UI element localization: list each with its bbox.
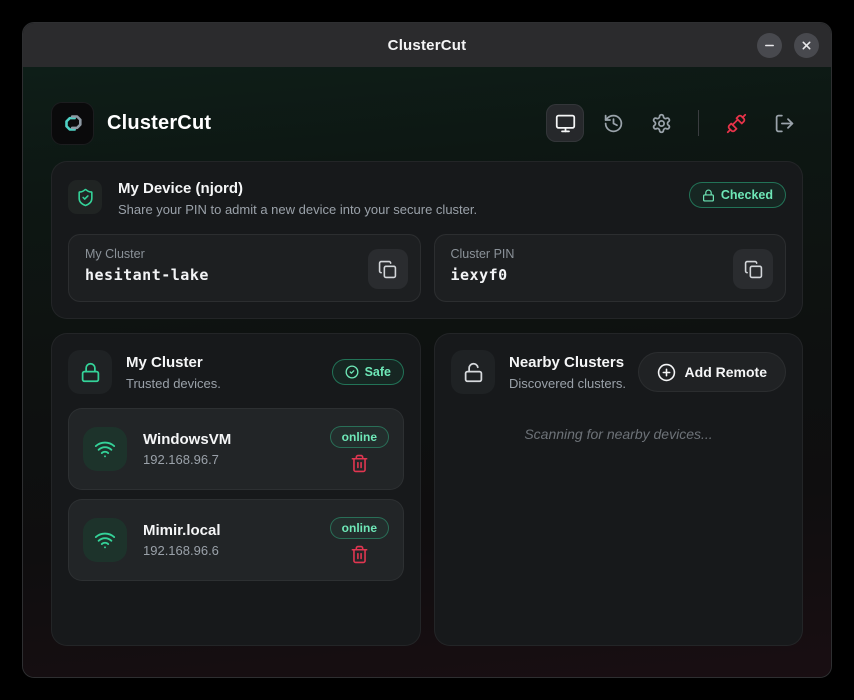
copy-icon [378,260,397,278]
add-remote-button[interactable]: Add Remote [637,352,786,392]
cluster-fields: My Cluster hesitant-lake Cluster PIN iex… [68,234,786,302]
scanning-status-text: Scanning for nearby devices... [524,426,713,442]
nearby-clusters-title: Nearby Clusters [509,353,625,371]
header-actions [546,104,803,142]
cluster-pin-label: Cluster PIN [450,247,515,261]
my-cluster-label: My Cluster [85,247,145,261]
nearby-clusters-header: Nearby Clusters Discovered clusters. Add… [451,350,786,394]
wifi-icon [83,518,127,562]
device-ip: 192.168.96.6 [143,543,219,558]
my-device-title: My Device (njord) [118,180,244,197]
lock-open-icon [451,350,495,394]
copy-cluster-name-button[interactable] [367,249,408,289]
cluster-pin-value: iexyf0 [450,266,508,284]
lock-icon [68,350,112,394]
settings-gear-icon [652,113,670,133]
history-icon [604,114,622,132]
header-divider [698,110,699,136]
delete-device-button[interactable] [350,454,369,473]
content-area: ClusterCut [23,67,831,677]
titlebar: ClusterCut [23,23,831,67]
device-ip: 192.168.96.7 [143,452,219,467]
safe-badge: Safe [331,359,404,385]
history-button[interactable] [594,104,632,142]
my-device-header: My Device (njord) Share your PIN to admi… [68,180,786,217]
circle-plus-icon [657,363,675,381]
my-device-card: My Device (njord) Share your PIN to admi… [51,161,803,319]
copy-pin-button[interactable] [733,249,773,289]
device-row-windowsvm[interactable]: WindowsVM 192.168.96.7 online [68,408,404,490]
trash-icon [351,454,368,472]
wifi-icon [83,427,127,471]
monitor-icon [555,114,575,132]
settings-button[interactable] [642,104,680,142]
disconnect-button[interactable] [717,104,755,142]
delete-device-button[interactable] [350,545,369,564]
app-header: ClusterCut [51,67,803,145]
close-button[interactable] [794,32,819,58]
online-status-badge: online [329,516,389,539]
my-cluster-panel: My Cluster Trusted devices. Safe [51,333,421,646]
my-device-subtitle: Share your PIN to admit a new device int… [118,202,478,217]
nearby-clusters-panel: Nearby Clusters Discovered clusters. Add… [434,333,803,646]
device-row-mimir[interactable]: Mimir.local 192.168.96.6 online [68,499,404,581]
device-name: Mimir.local [143,522,221,539]
circle-check-icon [345,365,359,379]
panels-row: My Cluster Trusted devices. Safe [51,333,803,646]
window-title: ClusterCut [387,36,467,54]
device-name: WindowsVM [143,431,232,448]
my-cluster-value: hesitant-lake [85,266,209,284]
unplug-icon [726,113,746,133]
trusted-device-list: WindowsVM 192.168.96.7 online [68,408,404,581]
cluster-pin-field[interactable]: Cluster PIN iexyf0 [433,234,786,302]
trash-icon [351,545,368,563]
app-window: ClusterCut ClusterCut [22,22,832,678]
minimize-icon [765,44,774,46]
my-cluster-field[interactable]: My Cluster hesitant-lake [68,234,421,302]
my-cluster-subtitle: Trusted devices. [126,375,221,391]
shield-check-icon [68,180,102,214]
my-cluster-title: My Cluster [126,353,203,371]
checked-badge: Checked [688,182,786,208]
app-logo-icon [51,101,94,145]
my-cluster-header: My Cluster Trusted devices. Safe [68,350,404,394]
logout-button[interactable] [765,104,803,142]
nearby-clusters-subtitle: Discovered clusters. [509,375,627,391]
devices-tab-button[interactable] [546,104,584,142]
copy-icon [744,260,762,278]
online-status-badge: online [329,425,389,448]
close-icon [802,40,811,50]
logout-icon [775,114,793,132]
lock-icon [702,189,714,202]
app-name: ClusterCut [107,111,212,134]
window-controls [757,23,819,67]
minimize-button[interactable] [757,32,782,58]
